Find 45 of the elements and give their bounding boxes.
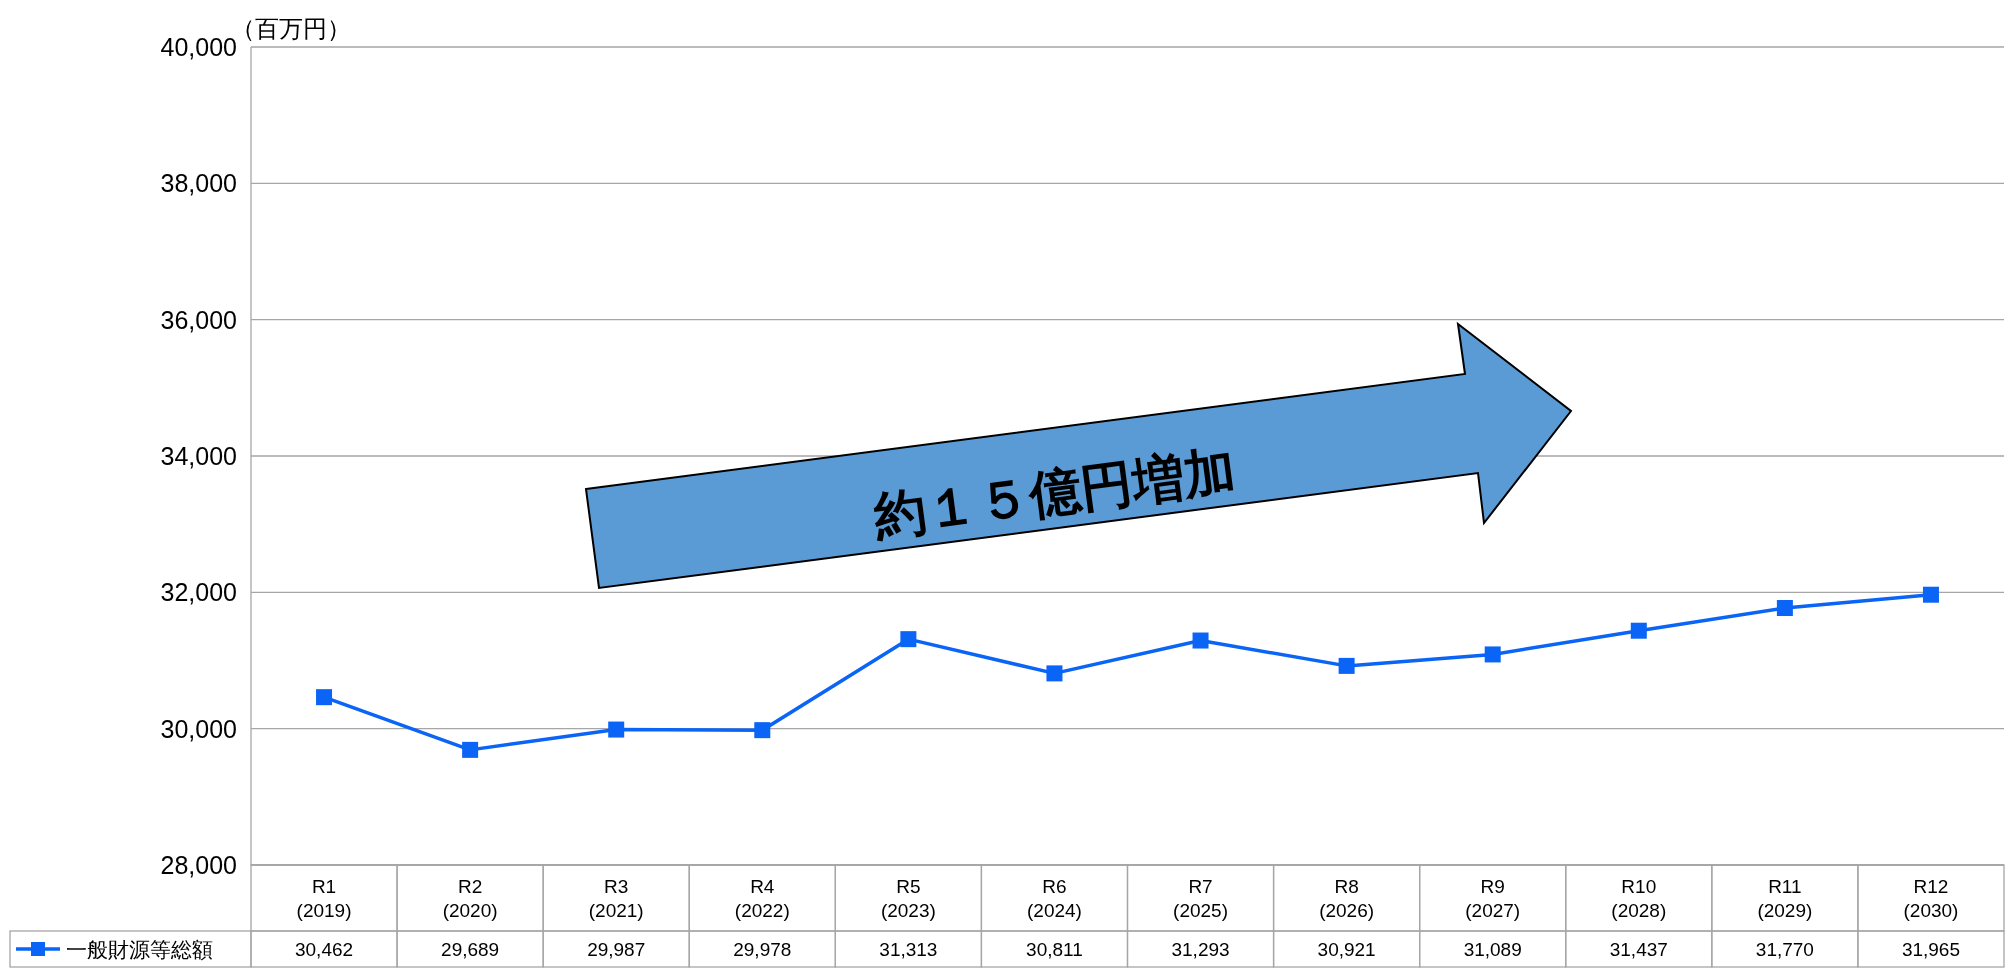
data-label: 31,437: [1609, 939, 1668, 960]
point: [316, 689, 333, 706]
y-tick-label: 28,000: [160, 851, 237, 879]
point: [1630, 622, 1647, 639]
data-label: 31,313: [879, 939, 938, 960]
point: [900, 631, 917, 648]
y-tick-label: 36,000: [160, 305, 237, 334]
x-tick-label: R11 (2029): [1757, 876, 1813, 921]
point: [1776, 600, 1793, 617]
x-tick-label: R1 (2019): [296, 876, 352, 921]
data-label: 29,987: [587, 939, 646, 960]
y-tick-label: 38,000: [160, 169, 237, 198]
x-tick-label: R8 (2026): [1319, 876, 1375, 921]
data-label: 31,965: [1901, 939, 1961, 960]
y-tick-label: 34,000: [160, 442, 237, 470]
point: [608, 721, 625, 738]
data-label: 31,089: [1463, 939, 1522, 960]
x-tick-label: R2 (2020): [442, 876, 498, 921]
data-label: 30,921: [1317, 939, 1376, 960]
x-tick-label: R6 (2024): [1027, 876, 1082, 921]
x-tick-label: R12 (2030): [1903, 876, 1959, 921]
x-tick-label: R7 (2025): [1173, 876, 1228, 921]
x-tick-label: R3 (2021): [588, 876, 644, 921]
y-tick-label: 32,000: [160, 578, 237, 607]
x-tick-label: R10 (2028): [1611, 876, 1667, 921]
legend-label: 一般財源等総額: [66, 938, 213, 961]
x-tick-label: R5 (2023): [880, 876, 936, 921]
y-tick-label: 30,000: [160, 714, 237, 743]
point: [462, 741, 479, 758]
point: [1192, 632, 1209, 649]
data-label: 29,978: [733, 939, 792, 960]
point: [1922, 586, 1939, 603]
data-label: 30,811: [1026, 939, 1083, 960]
data-label: 31,770: [1755, 939, 1814, 960]
data-label: 31,293: [1171, 939, 1230, 960]
x-tick-label: R4 (2022): [734, 876, 790, 921]
point: [754, 722, 771, 739]
annotation: 約１５億円増加: [869, 440, 1240, 546]
data-label: 30,462: [294, 939, 354, 960]
y-tick-label: 40,000: [160, 33, 237, 61]
x-tick-label: R9 (2027): [1465, 876, 1521, 921]
point: [1046, 665, 1063, 682]
data-label: 29,689: [441, 939, 500, 960]
point: [1338, 657, 1355, 674]
point: [1484, 646, 1501, 663]
